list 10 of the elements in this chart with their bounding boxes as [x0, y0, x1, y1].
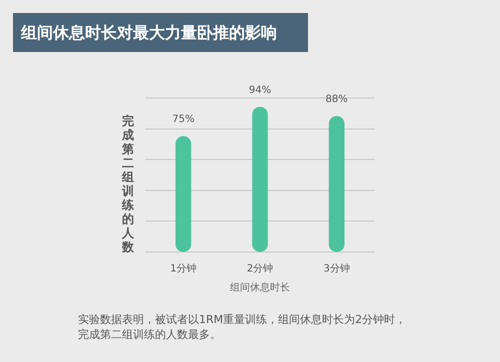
x-tick-label: 3分钟 — [323, 262, 350, 275]
data-label: 88% — [326, 94, 348, 106]
chart-title: 组间休息时长对最大力量卧推的影响 — [13, 13, 308, 52]
text: 完成第二组训练的人数 — [122, 114, 134, 254]
text: 实验数据表明，被试者以1RM重量训练，组间休息时长为2分钟时，完成第二组训练的人数最多。 — [78, 312, 408, 342]
x-tick-label: 1分钟 — [170, 262, 197, 275]
x-axis-title: 组间休息时长 — [230, 282, 290, 294]
data-label: 94% — [248, 84, 272, 96]
x-tick-label: 2分钟 — [246, 262, 274, 275]
data-label: 75% — [172, 114, 194, 126]
